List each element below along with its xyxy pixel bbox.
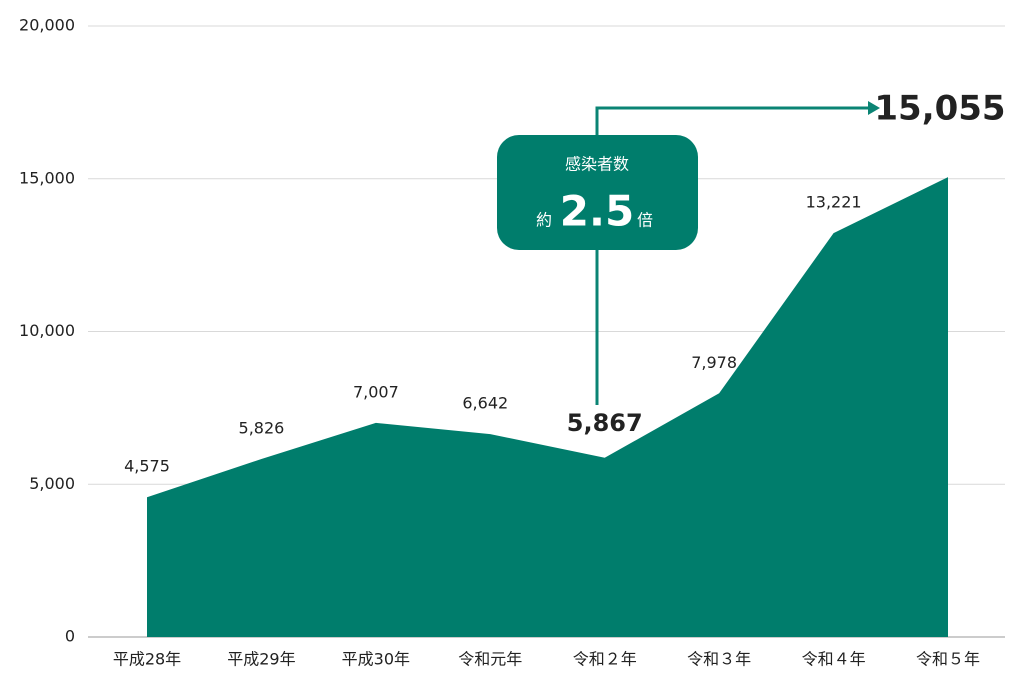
callout-value: 2.5 xyxy=(560,187,634,236)
area xyxy=(147,177,948,637)
y-tick-label: 0 xyxy=(65,627,75,646)
x-tick-label: 令和２年 xyxy=(573,650,637,669)
y-tick-label: 15,000 xyxy=(19,168,75,187)
y-tick-label: 20,000 xyxy=(19,16,75,35)
x-tick-label: 令和元年 xyxy=(458,650,522,669)
x-tick-label: 平成28年 xyxy=(113,650,181,669)
x-tick-label: 平成30年 xyxy=(342,650,410,669)
x-tick-label: 令和５年 xyxy=(916,650,980,669)
y-tick-label: 5,000 xyxy=(29,474,75,493)
value-label: 15,055 xyxy=(874,89,1005,129)
value-label: 5,826 xyxy=(239,419,285,438)
callout-suffix: 倍 xyxy=(637,211,653,230)
value-label: 13,221 xyxy=(806,193,862,212)
callout-title: 感染者数 xyxy=(565,155,629,174)
arrow-head xyxy=(868,101,880,115)
value-label: 7,978 xyxy=(691,353,737,372)
x-tick-label: 令和４年 xyxy=(802,650,866,669)
x-tick-label: 平成29年 xyxy=(227,650,295,669)
value-label: 6,642 xyxy=(462,394,508,413)
callout-box xyxy=(497,135,698,250)
y-tick-label: 10,000 xyxy=(19,321,75,340)
value-label: 5,867 xyxy=(567,409,643,437)
arrow-line xyxy=(595,106,870,405)
value-label: 4,575 xyxy=(124,457,170,476)
x-tick-label: 令和３年 xyxy=(687,650,751,669)
callout-prefix: 約 xyxy=(536,211,552,230)
value-label: 7,007 xyxy=(353,382,399,401)
